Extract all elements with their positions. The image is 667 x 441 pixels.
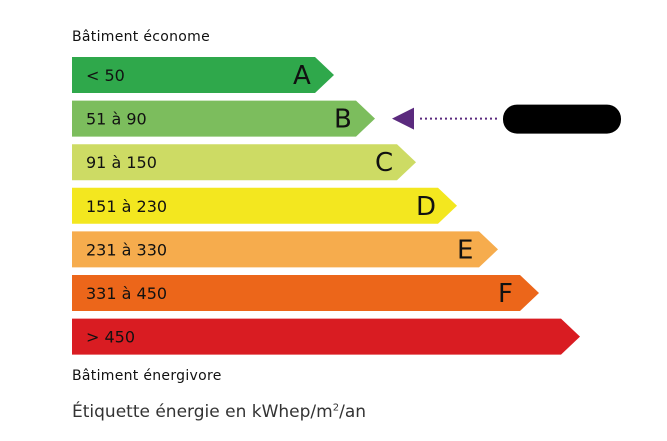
- class-letter: F: [498, 279, 513, 309]
- class-letter: B: [334, 105, 352, 135]
- class-range: < 50: [86, 66, 125, 85]
- header-energy-intensive: Bâtiment énergivore: [72, 368, 222, 384]
- class-letter: E: [457, 235, 473, 265]
- class-range: 91 à 150: [86, 153, 157, 172]
- class-bar-A: [72, 57, 334, 93]
- class-bar-B: [72, 100, 375, 137]
- class-bar-D: [72, 187, 457, 224]
- class-range: 231 à 330: [86, 240, 167, 259]
- class-bar-G: [72, 318, 580, 355]
- unit-label: Étiquette énergie en kWhep/m2/an: [72, 402, 366, 422]
- class-range: 51 à 90: [86, 110, 147, 129]
- class-letter: C: [375, 148, 393, 178]
- indicator-arrow-icon: [392, 107, 414, 130]
- class-bar-E: [72, 231, 498, 268]
- class-range: 331 à 450: [86, 284, 167, 303]
- class-bar-C: [72, 144, 416, 181]
- class-range: > 450: [86, 328, 135, 347]
- class-bar-F: [72, 275, 539, 311]
- unit-label-text: Étiquette énergie en kWhep/m: [72, 402, 333, 422]
- redacted-value: [503, 104, 621, 134]
- unit-suffix: /an: [339, 402, 367, 422]
- class-range: 151 à 230: [86, 197, 167, 216]
- class-letter: A: [293, 61, 311, 91]
- class-letter: D: [416, 192, 436, 222]
- header-economical: Bâtiment économe: [72, 29, 210, 45]
- unit-superscript: 2: [332, 402, 340, 414]
